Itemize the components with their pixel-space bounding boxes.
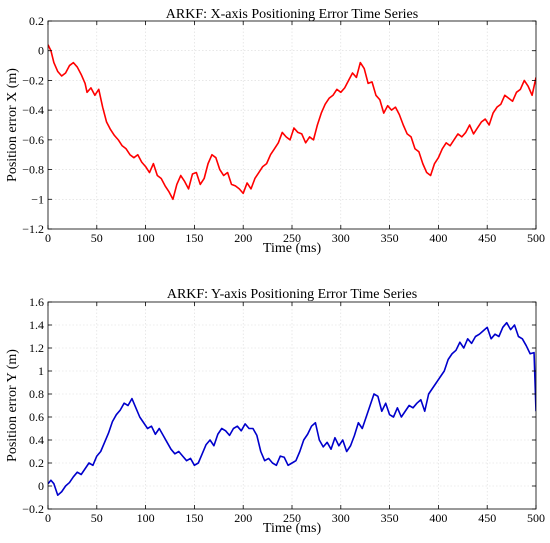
y-tick-label: −0.6 bbox=[22, 133, 44, 147]
x-tick-label: 350 bbox=[381, 511, 399, 525]
x-tick-label: 50 bbox=[91, 231, 103, 245]
y-tick-label: 0 bbox=[38, 479, 44, 493]
y-tick-label: 1 bbox=[38, 364, 44, 378]
y-tick-label: −0.2 bbox=[22, 502, 44, 516]
x-tick-label: 200 bbox=[234, 231, 252, 245]
x-tick-label: 0 bbox=[45, 511, 51, 525]
x-tick-label: 250 bbox=[283, 231, 301, 245]
chart-1: 0 50 100 150 200 250 300 350 400 450 500 −1.2 −1 −0.8… bbox=[5, 7, 545, 256]
y-tick-label: −1 bbox=[31, 192, 44, 206]
y-tick-label: 0.8 bbox=[29, 387, 44, 401]
y-tick-label: −0.8 bbox=[22, 163, 44, 177]
axes-box bbox=[47, 20, 537, 230]
y-tick-label: 0.6 bbox=[29, 410, 44, 424]
y-axis-label: Position error X (m) bbox=[5, 68, 20, 182]
x-tick-label: 50 bbox=[91, 511, 103, 525]
x-axis-label: Time (ms) bbox=[263, 241, 322, 256]
x-tick-label: 350 bbox=[381, 231, 399, 245]
chart-2: 0 50 100 150 200 250 300 350 400 450 500−0.200.20.… bbox=[5, 287, 545, 536]
x-tick-label: 500 bbox=[527, 231, 545, 245]
x-tick-label: 450 bbox=[478, 511, 496, 525]
series-line bbox=[48, 44, 536, 201]
x-tick-label: 450 bbox=[478, 231, 496, 245]
y-tick-label: 1.2 bbox=[29, 341, 44, 355]
x-tick-label: 300 bbox=[332, 231, 350, 245]
y-tick-label: 0.2 bbox=[29, 456, 44, 470]
y-tick-label: −1.2 bbox=[22, 222, 44, 236]
x-tick-label: 300 bbox=[332, 511, 350, 525]
x-tick-label: 500 bbox=[527, 511, 545, 525]
x-axis-label: Time (ms) bbox=[263, 521, 322, 536]
x-tick-label: 100 bbox=[137, 511, 155, 525]
chart-title: ARKF: X-axis Positioning Error Time Seri… bbox=[166, 7, 418, 22]
x-tick-label: 250 bbox=[283, 511, 301, 525]
y-tick-label: 1.6 bbox=[29, 295, 44, 309]
x-tick-label: 150 bbox=[185, 231, 203, 245]
x-tick-label: 0 bbox=[45, 231, 51, 245]
series-line bbox=[48, 321, 536, 496]
x-tick-label: 400 bbox=[429, 231, 447, 245]
x-tick-label: 150 bbox=[185, 511, 203, 525]
x-tick-label: 200 bbox=[234, 511, 252, 525]
y-tick-label: 0.4 bbox=[29, 433, 44, 447]
x-tick-label: 100 bbox=[137, 231, 155, 245]
y-tick-label: 0 bbox=[38, 44, 44, 58]
chart-title: ARKF: Y-axis Positioning Error Time Seri… bbox=[167, 287, 417, 302]
y-tick-label: 0.2 bbox=[29, 14, 44, 28]
x-tick-label: 400 bbox=[429, 511, 447, 525]
y-tick-label: −0.4 bbox=[22, 103, 44, 117]
y-axis-label: Position error Y (m) bbox=[5, 349, 20, 462]
y-tick-label: −0.2 bbox=[22, 73, 44, 87]
y-tick-label: 1.4 bbox=[29, 318, 44, 332]
